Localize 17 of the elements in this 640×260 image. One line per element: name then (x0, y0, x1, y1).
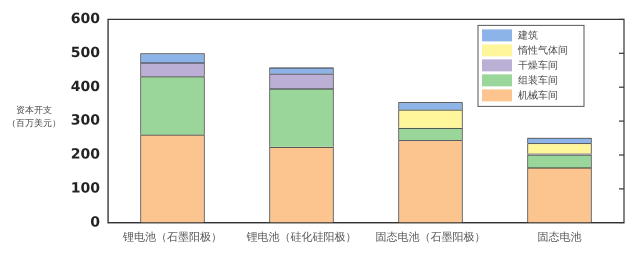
legend-label: 惰性气体间 (517, 44, 568, 56)
y-tick-label: 600 (70, 11, 100, 28)
y-tick-label: 200 (70, 146, 100, 163)
y-tick-label: 300 (70, 112, 100, 129)
legend-label: 组装车间 (518, 74, 558, 86)
y-tick-label: 0 (90, 214, 100, 230)
x-tick-label: 锂电池（石墨阳极） (122, 230, 222, 244)
y-tick-label: 400 (70, 78, 100, 95)
legend-label: 干燥车间 (518, 59, 558, 72)
y-tick-label: 100 (70, 180, 100, 197)
y-axis-title: 资本开支（百万美元） (7, 105, 61, 130)
x-tick-label: 固态电池（石墨阳极） (376, 230, 486, 244)
legend-label: 建筑 (517, 29, 538, 42)
x-tick-label: 锂电池（硅化硅阳极） (246, 230, 356, 244)
legend-label: 机械车间 (518, 89, 558, 102)
x-tick-label: 固态电池 (538, 230, 582, 244)
y-tick-label: 500 (70, 44, 100, 61)
